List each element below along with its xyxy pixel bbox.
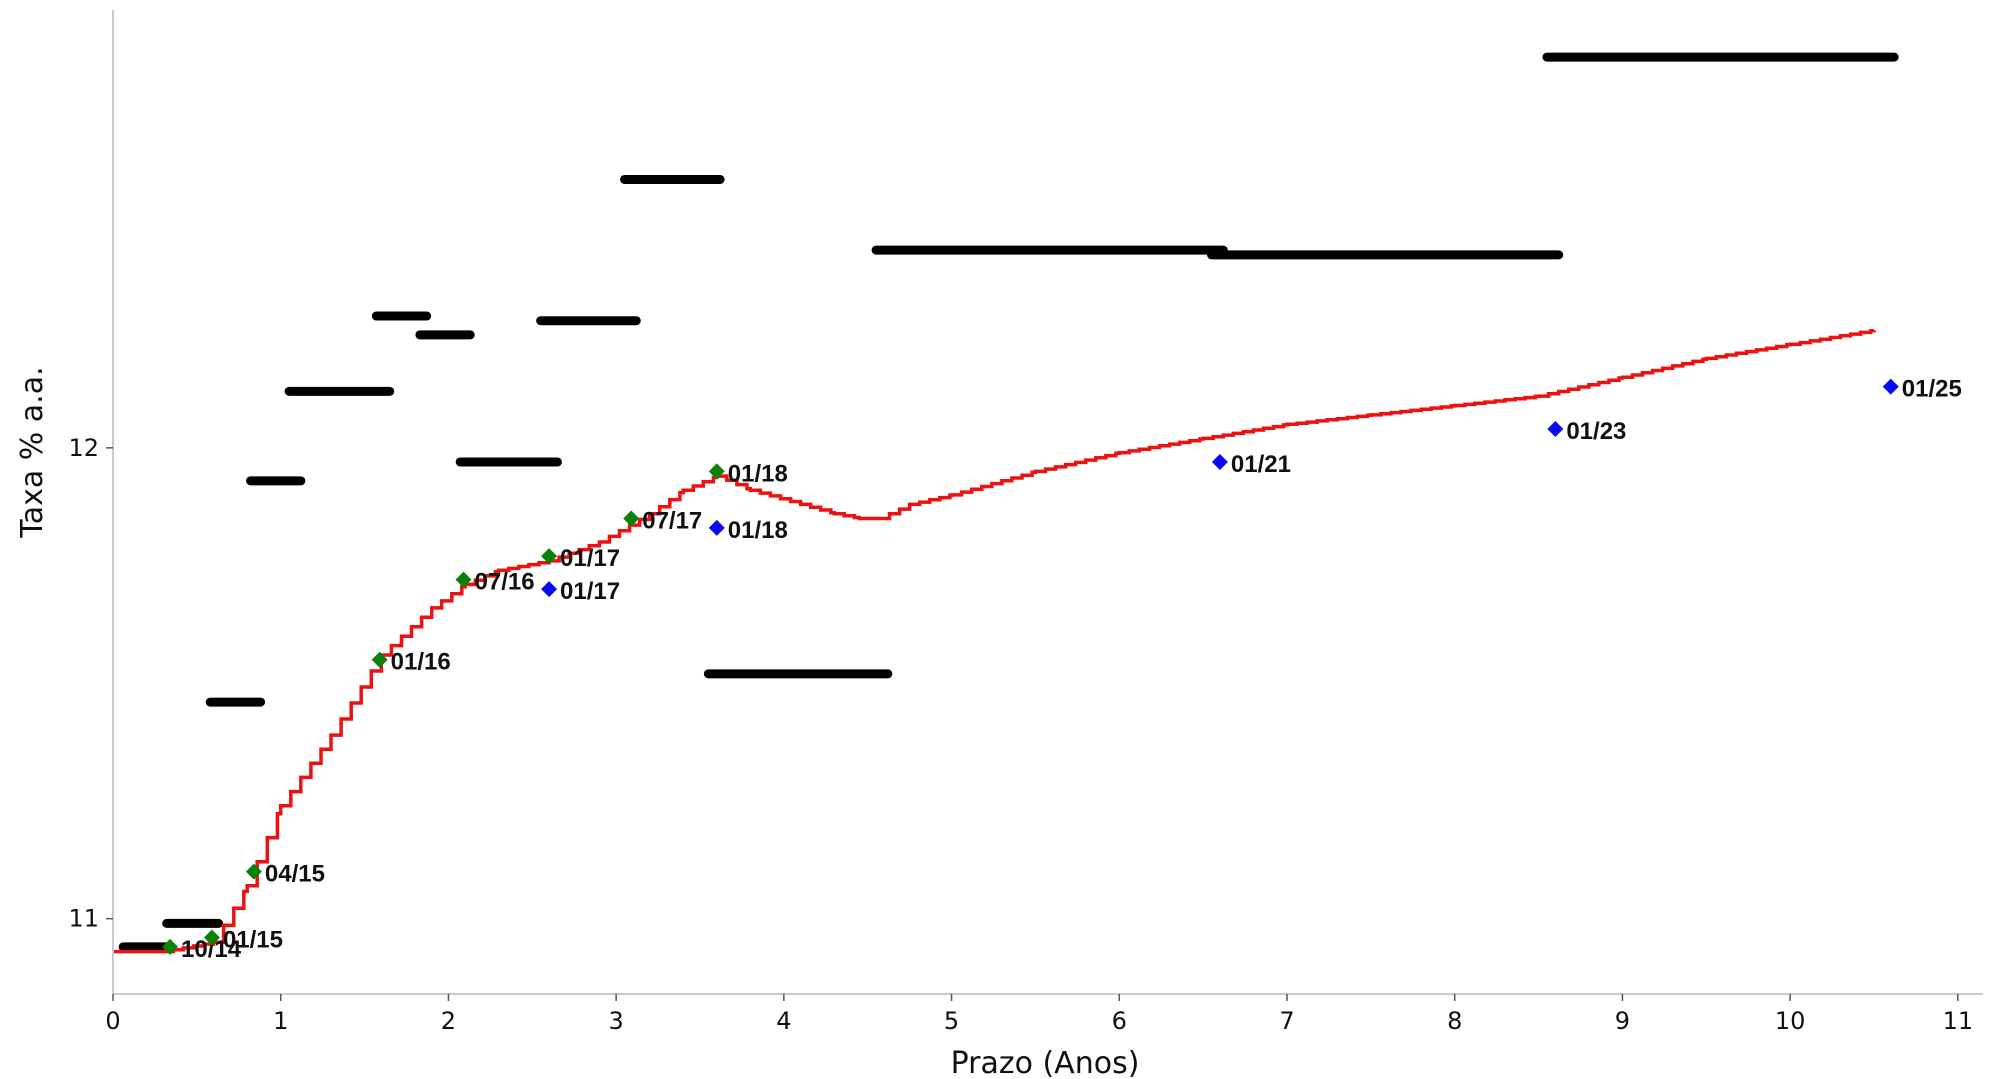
- forward-curve-line: [113, 328, 1876, 954]
- x-tick-label: 3: [608, 1007, 623, 1035]
- green-point: [162, 938, 179, 955]
- curve-layer: [113, 328, 1876, 954]
- blue-point: [708, 519, 725, 536]
- x-tick-label: 0: [105, 1007, 120, 1035]
- blue-point-label: 01/21: [1231, 451, 1291, 478]
- blue-point: [1882, 378, 1899, 395]
- x-tick-label: 9: [1615, 1007, 1630, 1035]
- green-point-label: 01/17: [560, 545, 620, 572]
- green-point-label: 04/15: [265, 861, 325, 888]
- x-tick-label: 10: [1775, 1007, 1806, 1035]
- y-tick-label: 12: [68, 434, 99, 462]
- green-point: [541, 548, 558, 565]
- green-point: [623, 510, 640, 527]
- y-axis-title: Taxa % a.a.: [15, 366, 50, 538]
- blue-point: [1547, 421, 1564, 438]
- y-tick-label: 11: [68, 905, 99, 933]
- points-layer: 10/1401/1504/1501/1607/1601/1707/1701/18…: [162, 376, 1962, 963]
- green-point-label: 01/15: [223, 927, 283, 954]
- blue-point-label: 01/23: [1566, 418, 1626, 445]
- x-tick-label: 6: [1112, 1007, 1127, 1035]
- x-tick-label: 7: [1279, 1007, 1294, 1035]
- green-point: [455, 571, 472, 588]
- x-tick-label: 5: [944, 1007, 959, 1035]
- blue-point-label: 01/25: [1902, 376, 1962, 403]
- blue-point: [1211, 453, 1228, 470]
- x-tick-label: 8: [1447, 1007, 1462, 1035]
- green-point-label: 01/16: [391, 649, 451, 676]
- blue-point-label: 01/17: [560, 578, 620, 605]
- green-point-label: 07/17: [642, 507, 702, 534]
- green-point-label: 07/16: [475, 569, 535, 596]
- green-point: [245, 863, 262, 880]
- x-tick-label: 1: [273, 1007, 288, 1035]
- blue-point: [541, 581, 558, 598]
- segments-layer: [118, 52, 1899, 952]
- x-tick-label: 11: [1943, 1007, 1974, 1035]
- x-axis-title: Prazo (Anos): [951, 1046, 1140, 1079]
- green-point: [203, 929, 220, 946]
- green-point: [708, 463, 725, 480]
- blue-point-label: 01/18: [728, 517, 788, 544]
- x-tick-label: 2: [441, 1007, 456, 1035]
- x-tick-label: 4: [776, 1007, 791, 1035]
- green-point-label: 01/18: [728, 460, 788, 487]
- green-point: [371, 651, 388, 668]
